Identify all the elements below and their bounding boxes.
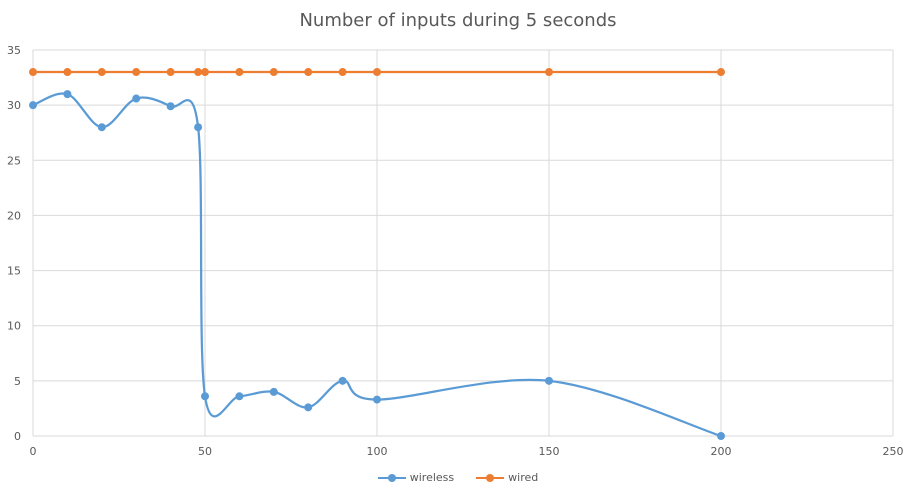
- data-point-wireless: [717, 432, 725, 440]
- y-tick-label: 25: [7, 154, 21, 167]
- x-tick-label: 50: [198, 445, 212, 458]
- data-point-wired: [338, 68, 347, 77]
- data-point-wired: [235, 68, 244, 77]
- y-tick-label: 15: [7, 265, 21, 278]
- data-point-wired: [545, 68, 553, 77]
- data-point-wired: [269, 68, 278, 77]
- y-tick-label: 30: [7, 99, 21, 112]
- x-tick-label: 200: [711, 445, 732, 458]
- y-tick-label: 35: [7, 44, 21, 57]
- y-tick-label: 10: [7, 320, 21, 333]
- data-point-wireless: [132, 94, 141, 103]
- data-point-wired: [63, 68, 72, 77]
- data-point-wired: [97, 68, 106, 77]
- legend-item-wireless[interactable]: wireless: [377, 471, 455, 484]
- data-point-wireless: [235, 392, 244, 401]
- data-point-wireless: [194, 123, 203, 132]
- legend-swatch-wireless: [377, 473, 406, 483]
- legend-label-wireless: wireless: [409, 471, 455, 484]
- chart-title: Number of inputs during 5 seconds: [299, 10, 617, 31]
- y-tick-label: 20: [7, 209, 21, 222]
- data-point-wired: [373, 68, 381, 77]
- data-point-wireless: [304, 403, 313, 412]
- data-point-wireless: [373, 395, 381, 404]
- legend-label-wired: wired: [508, 471, 539, 484]
- data-point-wired: [201, 68, 209, 77]
- series-line-wireless: [32, 92, 722, 438]
- x-tick-label: 100: [367, 445, 388, 458]
- data-point-wired: [166, 68, 175, 77]
- data-point-wired: [717, 68, 725, 77]
- data-point-wireless: [269, 387, 278, 396]
- data-point-wireless: [201, 392, 209, 401]
- data-point-wired: [304, 68, 313, 77]
- legend-swatch-wired: [476, 473, 505, 483]
- data-point-wireless: [545, 376, 553, 385]
- data-point-wired: [29, 68, 37, 77]
- legend-item-wired[interactable]: wired: [476, 471, 538, 484]
- data-point-wireless: [63, 90, 72, 99]
- y-tick-label: 0: [14, 430, 21, 443]
- data-point-wireless: [338, 376, 347, 385]
- x-tick-label: 150: [539, 445, 560, 458]
- legend: wireless wired: [0, 471, 916, 484]
- data-point-wired: [132, 68, 141, 77]
- x-tick-label: 250: [883, 445, 904, 458]
- data-point-wired: [194, 68, 203, 77]
- x-tick-label: 0: [30, 445, 37, 458]
- data-point-wireless: [166, 102, 175, 111]
- data-point-wireless: [97, 123, 106, 132]
- y-tick-label: 5: [14, 375, 21, 388]
- data-point-wireless: [29, 101, 37, 110]
